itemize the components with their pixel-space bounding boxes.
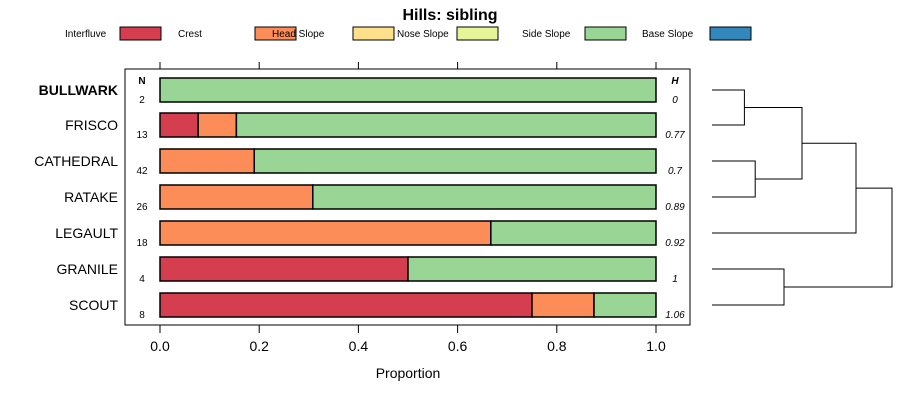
- n-value-frisco: 13: [136, 130, 148, 141]
- row-label-frisco: FRISCO: [65, 117, 118, 133]
- dendrogram-branch-0: [712, 89, 745, 126]
- bar-segment-granile-side-slope: [407, 256, 657, 282]
- h-value-ratake: 0.89: [665, 202, 685, 213]
- dendrogram-branch-4: [712, 142, 857, 234]
- legend-swatch-head-slope: [352, 26, 395, 41]
- x-tick-label-2: 0.4: [349, 338, 369, 354]
- legend-swatch-side-slope: [584, 26, 627, 41]
- h-value-frisco: 0.77: [665, 130, 685, 141]
- h-value-bullwark: 0: [672, 95, 678, 106]
- bar-segment-frisco-side-slope: [235, 112, 657, 138]
- bar-segment-legault-side-slope: [490, 220, 657, 246]
- legend: Interfluve Crest Head Slope Nose Slope Side …: [65, 26, 752, 41]
- bar-row-frisco: FRISCO 13 0.77: [65, 112, 685, 141]
- n-value-bullwark: 2: [139, 95, 145, 106]
- x-tick-label-3: 0.6: [448, 338, 468, 354]
- x-tick-label-0: 0.0: [150, 338, 170, 354]
- bar-row-bullwark: BULLWARK 2 0: [39, 77, 678, 106]
- bar-segment-legault-crest: [159, 220, 492, 246]
- h-value-legault: 0.92: [665, 238, 685, 249]
- bar-row-ratake: RATAKE 26 0.89: [64, 184, 685, 213]
- bar-rows: BULLWARK 2 0 FRISCO 13 0.77 CATHEDRAL 42 0.7 RATA…: [34, 77, 685, 321]
- legend-label-base-slope: Base Slope: [642, 29, 694, 40]
- bar-segment-ratake-crest: [159, 184, 314, 210]
- dendrogram-branch-2: [744, 107, 803, 180]
- dendrogram-branch-1: [712, 160, 756, 198]
- n-value-cathedral: 42: [136, 166, 148, 177]
- legend-swatch-base-slope: [709, 26, 752, 41]
- bar-row-legault: LEGAULT 18 0.92: [55, 220, 685, 249]
- plot-frame: [124, 68, 691, 326]
- x-axis: 0.0 0.2 0.4 0.6 0.8 1.0: [150, 62, 666, 354]
- h-value-cathedral: 0.7: [668, 166, 682, 177]
- n-value-ratake: 26: [136, 202, 148, 213]
- h-column-header: H: [671, 76, 679, 87]
- bar-segment-frisco-interfluve: [159, 112, 199, 138]
- bar-segment-cathedral-side-slope: [253, 148, 657, 174]
- legend-swatch-interfluve: [119, 26, 162, 41]
- bar-segment-ratake-side-slope: [312, 184, 657, 210]
- n-column-header: N: [138, 76, 145, 87]
- n-value-legault: 18: [136, 238, 148, 249]
- legend-label-nose-slope: Nose Slope: [397, 29, 449, 40]
- bar-segment-cathedral-crest: [159, 148, 255, 174]
- legend-swatch-crest: [254, 26, 297, 41]
- row-label-legault: LEGAULT: [55, 225, 118, 241]
- row-label-scout: SCOUT: [69, 297, 118, 313]
- dendrogram-branch-3: [712, 268, 785, 306]
- row-label-granile: GRANILE: [57, 261, 118, 277]
- chart-title: Hills: sibling: [402, 7, 497, 24]
- bar-segment-bullwark-side-slope: [159, 77, 657, 103]
- bar-segment-scout-interfluve: [159, 292, 533, 318]
- x-tick-label-5: 1.0: [646, 338, 666, 354]
- x-tick-label-4: 0.8: [547, 338, 567, 354]
- x-tick-label-1: 0.2: [249, 338, 269, 354]
- n-value-scout: 8: [139, 310, 145, 321]
- bar-segment-scout-crest: [531, 292, 595, 318]
- bar-segment-scout-side-slope: [593, 292, 657, 318]
- legend-label-head-slope: Head Slope: [272, 29, 325, 40]
- h-value-granile: 1: [672, 274, 678, 285]
- n-value-granile: 4: [139, 274, 145, 285]
- bar-segment-frisco-crest: [197, 112, 238, 138]
- legend-label-side-slope: Side Slope: [522, 29, 571, 40]
- h-value-scout: 1.06: [665, 310, 685, 321]
- bar-row-granile: GRANILE 4 1: [57, 256, 678, 285]
- bar-row-scout: SCOUT 8 1.06: [69, 292, 685, 321]
- row-label-bullwark: BULLWARK: [39, 82, 118, 98]
- dendrogram: [712, 89, 893, 306]
- legend-label-interfluve: Interfluve: [65, 29, 107, 40]
- row-label-cathedral: CATHEDRAL: [34, 153, 118, 169]
- legend-label-crest: Crest: [178, 29, 202, 40]
- bar-row-cathedral: CATHEDRAL 42 0.7: [34, 148, 682, 177]
- legend-swatch-nose-slope: [456, 26, 499, 41]
- bar-segment-granile-interfluve: [159, 256, 409, 282]
- x-axis-label: Proportion: [376, 365, 441, 381]
- row-label-ratake: RATAKE: [64, 189, 118, 205]
- dendrogram-branch-5: [784, 187, 893, 288]
